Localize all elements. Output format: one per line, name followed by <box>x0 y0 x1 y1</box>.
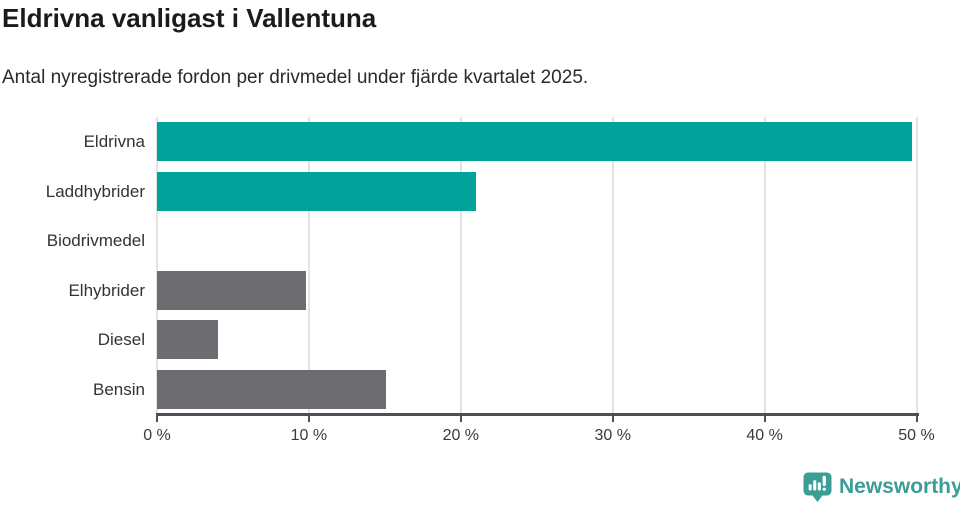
category-label: Elhybrider <box>68 280 145 300</box>
x-axis-tick <box>156 413 158 422</box>
gridline <box>763 117 766 414</box>
newsworthy-logo-text: Newsworthy <box>839 475 960 498</box>
gridline <box>156 117 158 414</box>
category-label: Eldrivna <box>83 132 145 151</box>
bar-bensin <box>157 369 387 409</box>
plot-area: Eldrivna Laddhybrider Biodrivmedel Elhybrid… <box>0 117 960 457</box>
category-label: Laddhybrider <box>45 181 145 201</box>
x-tick-label: 30 % <box>594 427 631 444</box>
x-axis-tick <box>915 413 918 422</box>
chart-subtitle: Antal nyregistrerade fordon per drivmede… <box>2 67 589 88</box>
x-axis-tick <box>763 413 766 422</box>
bar-eldrivna <box>157 122 912 162</box>
bar-elhybrider <box>157 270 306 310</box>
x-axis-tick <box>307 413 310 422</box>
x-tick-label: 20 % <box>442 427 480 444</box>
gridline <box>307 117 310 414</box>
x-tick-label: 10 % <box>290 427 328 444</box>
x-axis-tick <box>611 413 614 422</box>
chart-title: Eldrivna vanligast i Vallentuna <box>2 3 377 33</box>
category-label: Diesel <box>97 330 145 349</box>
bar-laddhybrider <box>157 171 476 211</box>
gridline <box>915 117 918 414</box>
gridline <box>611 117 614 414</box>
x-tick-label: 50 % <box>898 427 935 444</box>
bar-diesel <box>157 320 218 360</box>
newsworthy-logo: Newsworthy <box>802 471 960 503</box>
newsworthy-bar-chart-bubble-icon <box>802 471 833 503</box>
gridline <box>459 117 462 414</box>
x-tick-label: 40 % <box>746 427 783 444</box>
x-tick-label: 0 % <box>143 427 171 444</box>
x-axis-line <box>156 413 919 416</box>
category-label: Biodrivmedel <box>46 231 145 250</box>
category-label: Bensin <box>93 379 145 399</box>
x-axis-tick <box>459 413 462 422</box>
